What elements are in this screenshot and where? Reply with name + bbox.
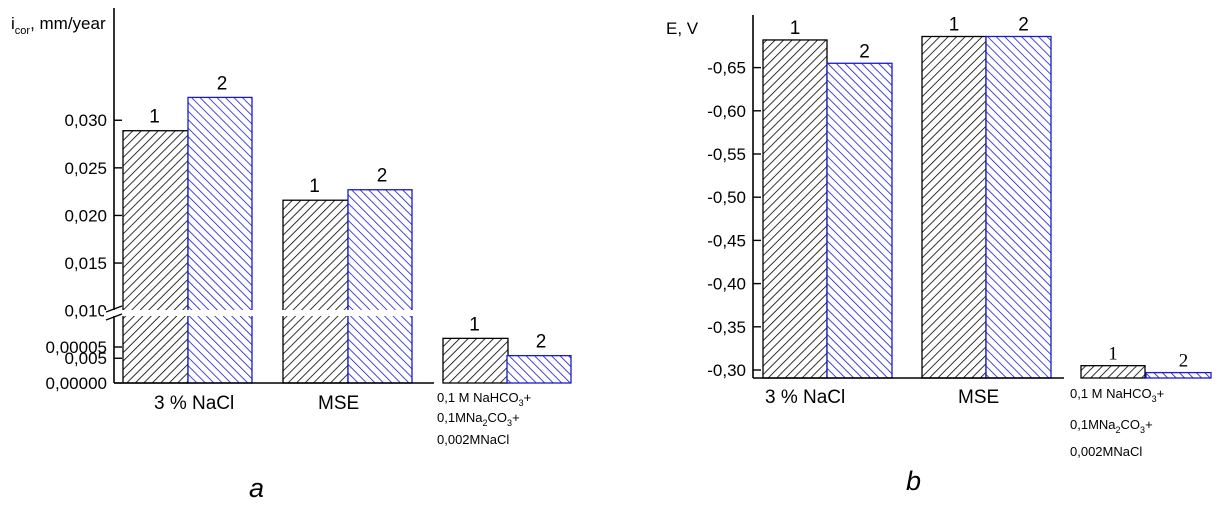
b-y-tick-label: -0,45 xyxy=(707,231,746,250)
b-bar-series-2 xyxy=(985,35,1052,379)
a-y-tick-label: 0,00000 xyxy=(46,374,107,393)
a-y-tick-label: 0,020 xyxy=(64,206,107,225)
b-category-label-1: 3 % NaCl xyxy=(765,387,845,408)
a-bar-label: 2 xyxy=(217,73,228,94)
a-y-tick-label: 0,005 xyxy=(64,349,107,368)
b-y-tick-label: -0,55 xyxy=(707,145,746,164)
a-bar-label: 1 xyxy=(309,176,320,197)
a-bar-series-1 xyxy=(122,130,189,384)
b-bar-label: 2 xyxy=(1018,14,1029,35)
chart-b: 1 1 1 2 2 2 -0,30 -0,35 -0,40 -0,45 -0,50 -0,55 -0,… xyxy=(666,14,1212,496)
a-bar-series-1 xyxy=(282,199,349,384)
b-bar-series-2 xyxy=(1145,371,1212,379)
b-y-tick-label: -0,35 xyxy=(707,318,746,337)
b-y-tick-label: -0,50 xyxy=(707,188,746,207)
a-category-label-3-line3: 0,002MNaCl xyxy=(437,432,509,447)
a-category-label-2: MSE xyxy=(318,393,359,414)
a-axis-break xyxy=(104,310,444,316)
a-bar-label: 1 xyxy=(149,107,160,128)
a-bar-series-2 xyxy=(187,96,253,384)
panel-a-letter: a xyxy=(249,473,264,503)
b-y-tick-label: -0,40 xyxy=(707,275,746,294)
b-bar-label: 2 xyxy=(859,41,870,62)
a-break-mark-upper xyxy=(105,305,123,313)
b-category-label-2: MSE xyxy=(958,387,999,408)
b-y-tick-label: -0,60 xyxy=(707,102,746,121)
a-y-tick-label: 0,025 xyxy=(64,159,107,178)
b-bar-label: 1 xyxy=(949,14,960,35)
b-y-axis-label: E, V xyxy=(666,19,699,38)
b-bar-series-1 xyxy=(762,39,828,379)
a-bar-series-2 xyxy=(347,189,413,384)
a-y-tick-label: 0,010 xyxy=(64,302,107,321)
a-break-mark-lower xyxy=(105,313,123,321)
a-y-tick-label: 0,015 xyxy=(64,254,107,273)
a-y-axis-label: icor, mm/year xyxy=(11,14,106,37)
chart-a: 1 1 1 2 2 2 0,005 0,010 0,015 0,020 0,025 0,030 0,0… xyxy=(11,8,572,503)
a-category-label-1: 3 % NaCl xyxy=(154,393,234,414)
a-bar-series-1 xyxy=(442,337,509,384)
a-bar-series-2 xyxy=(506,354,572,384)
a-bar-label: 2 xyxy=(536,332,547,353)
b-y-tick-label: -0,65 xyxy=(707,59,746,78)
b-bar-label: 2 xyxy=(1179,351,1189,372)
b-bar-label: 1 xyxy=(1108,344,1118,365)
b-y-tick-label: -0,30 xyxy=(707,361,746,380)
b-category-label-3-line3: 0,002MNaCl xyxy=(1070,444,1142,459)
a-bar-label: 1 xyxy=(469,314,480,335)
b-bar-series-1 xyxy=(921,35,987,379)
a-y-tick-label: 0,030 xyxy=(64,111,107,130)
a-category-label-3-line1: 0,1 M NaHCO3+ xyxy=(437,390,531,408)
b-bar-series-2 xyxy=(826,62,893,379)
b-bar-series-1 xyxy=(1080,365,1146,379)
a-category-label-3-line2: 0,1MNa2CO3+ xyxy=(437,410,520,428)
a-y-tick-label: 0,00005 xyxy=(46,338,107,357)
b-bar-label: 1 xyxy=(790,18,801,39)
panel-b-letter: b xyxy=(906,466,921,496)
b-category-label-3-line1: 0,1 M NaHCO3+ xyxy=(1070,386,1164,404)
a-bar-label: 2 xyxy=(377,166,388,187)
b-category-label-3-line2: 0,1MNa2CO3+ xyxy=(1070,417,1153,435)
